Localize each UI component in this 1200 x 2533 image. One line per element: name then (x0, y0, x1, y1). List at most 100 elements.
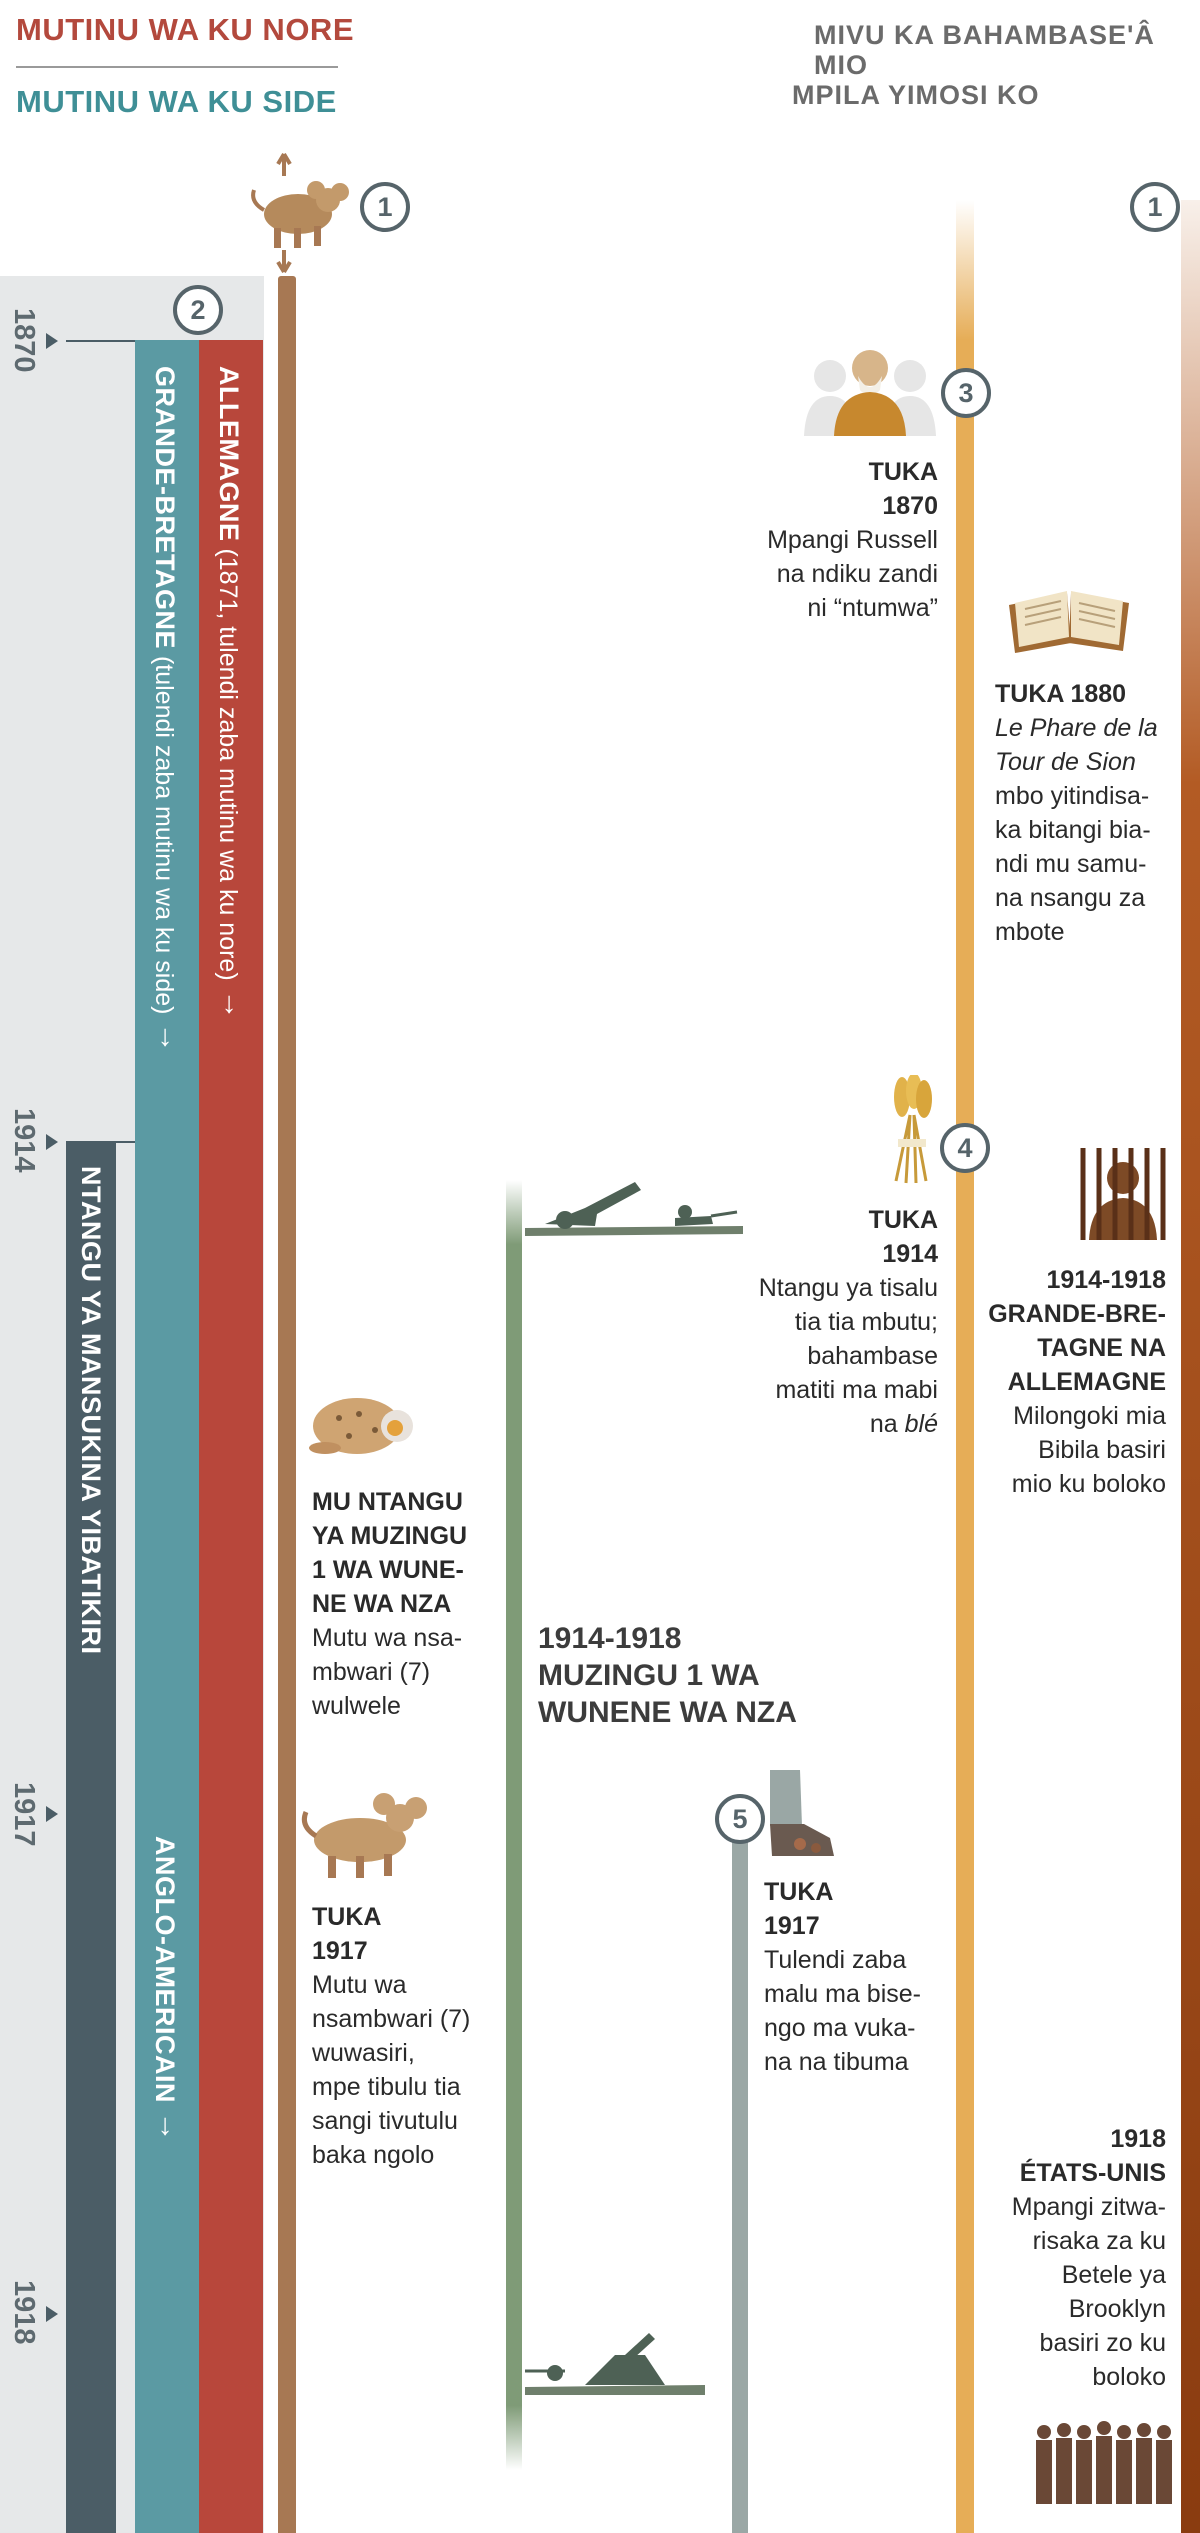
grande-bretagne-name: GRANDE-BRETAGNE (150, 366, 180, 649)
soldiers-top-icon (525, 1182, 743, 1236)
watchtower-body-4: na nsangu za (995, 884, 1146, 912)
harvest-body-4: matiti ma mabi (775, 1376, 938, 1404)
prisoner-bars-icon (1080, 1148, 1166, 1240)
war-line-2: MUZINGU 1 WA (538, 1659, 760, 1692)
feet-event: TUKA 1917 Tulendi zaba malu ma bise- ngo… (764, 1875, 921, 2079)
marker-4: 4 (940, 1123, 990, 1173)
wounded-heading-2: YA MUZINGU (312, 1522, 468, 1550)
prison-event: 1914-1918 GRANDE-BRE- TAGNE NA ALLEMAGNE… (960, 1263, 1166, 1501)
healed-body-2: nsambwari (7) (312, 2005, 471, 2033)
allemagne-desc: (1871, tulendi zaba mutinu wa ku nore) (214, 548, 242, 981)
year-1918-label: 1918 (8, 2280, 40, 2345)
iron-clay-feet-icon (770, 1770, 834, 1856)
prison-heading-2: GRANDE-BRE- (988, 1300, 1166, 1328)
wounded-body-3: wulwele (312, 1692, 401, 1720)
anointed-bar (956, 200, 974, 2533)
usa-body-1: Mpangi zitwa- (1011, 2193, 1166, 2221)
harvest-heading-2: 1914 (882, 1240, 938, 1268)
watchtower-heading: TUKA 1880 (995, 680, 1127, 708)
wounded-heading-3: 1 WA WUNE- (312, 1556, 464, 1584)
harvest-body-3: bahambase (807, 1342, 938, 1370)
king-north-title: MUTINU WA KU NORE (16, 12, 354, 47)
prison-heading-3: TAGNE NA (1037, 1334, 1166, 1362)
anointed-title-line2: MPILA YIMOSI KO (792, 80, 1040, 110)
last-days-label: NTANGU YA MANSUKINA YIBATIKIRI (75, 1166, 106, 1655)
year-1917-marker (46, 1806, 58, 1822)
world-war-heading: 1914-1918 MUZINGU 1 WA WUNENE WA NZA (538, 1620, 797, 1731)
russell-body-3: ni “ntumwa” (807, 594, 938, 622)
prison-body-1: Milongoki mia (1013, 1402, 1166, 1430)
anointed-title-line1: MIVU KA BAHAMBASE'Â MIO (814, 20, 1155, 80)
usa-heading-1: 1918 (1110, 2125, 1166, 2153)
watchtower-event: TUKA 1880 Le Phare de la Tour de Sion mb… (995, 677, 1158, 949)
last-days-name: NTANGU YA MANSUKINA YIBATIKIRI (76, 1166, 106, 1655)
prison-heading-4: ALLEMAGNE (1007, 1368, 1166, 1396)
wounded-body-1: Mutu wa nsa- (312, 1624, 463, 1652)
healed-body-1: Mutu wa (312, 1971, 407, 1999)
harvest-body-5b: blé (904, 1410, 938, 1438)
year-1870-label: 1870 (8, 308, 40, 373)
watchtower-body-3: ndi mu samu- (995, 850, 1147, 878)
seven-headed-beast-icon (251, 152, 349, 274)
feet-body-1: Tulendi zaba (764, 1946, 907, 1974)
grande-bretagne-label: GRANDE-BRETAGNE (tulendi zaba mutinu wa … (148, 366, 182, 1053)
wheat-sheaf-icon (894, 1075, 932, 1184)
soldiers-bottom-icon (525, 2333, 705, 2395)
prison-body-3: mio ku boloko (1011, 1470, 1166, 1498)
feet-body-4: na na tibuma (764, 2048, 909, 2076)
title-divider (16, 66, 338, 68)
allemagne-bar (199, 340, 263, 2533)
russell-event: TUKA 1870 Mpangi Russell na ndiku zandi … (700, 455, 938, 625)
watchtower-body-5: mbote (995, 918, 1065, 946)
russell-heading-2: 1870 (882, 492, 938, 520)
allemagne-label: ALLEMAGNE (1871, tulendi zaba mutinu wa … (212, 366, 246, 1019)
anglo-american-arrow-icon: ↓ (157, 2108, 173, 2142)
feet-body-3: ngo ma vuka- (764, 2014, 916, 2042)
year-1870-marker (46, 333, 58, 349)
year-1918-marker (46, 2306, 58, 2322)
russell-body-2: na ndiku zandi (776, 560, 938, 588)
harvest-body-5: na blé (700, 1407, 938, 1441)
king-south-title: MUTINU WA KU SIDE (16, 84, 337, 119)
allemagne-name: ALLEMAGNE (214, 366, 244, 542)
grande-bretagne-arrow-icon: ↓ (157, 1019, 173, 1053)
feet-heading-2: 1917 (764, 1912, 820, 1940)
year-1914-marker (46, 1134, 58, 1150)
usa-body-5: basiri zo ku (1039, 2329, 1166, 2357)
wounded-heading-4: NE WA NZA (312, 1590, 452, 1618)
feet-bar (732, 1842, 748, 2533)
marker-5: 5 (715, 1794, 765, 1844)
healed-body-5: sangi tivutulu (312, 2107, 458, 2135)
feet-body-2: malu ma bise- (764, 1980, 921, 2008)
grande-bretagne-desc: (tulendi zaba mutinu wa ku side) (150, 655, 178, 1015)
russell-portrait-icon (804, 350, 936, 436)
anglo-american-name: ANGLO-AMERICAIN (150, 1836, 180, 2103)
healed-heading-2: 1917 (312, 1937, 368, 1965)
usa-heading-2: ÉTATS-UNIS (1019, 2159, 1166, 2187)
war-bar (506, 1180, 522, 2470)
healed-body-4: mpe tibulu tia (312, 2073, 461, 2101)
last-days-bar (66, 1141, 116, 2533)
harvest-heading-1: TUKA (868, 1206, 938, 1234)
marker-3: 3 (941, 368, 991, 418)
marker-2: 2 (173, 285, 223, 335)
open-book-icon (1009, 591, 1129, 653)
anglo-american-label: ANGLO-AMERICAIN ↓ (148, 1836, 182, 2141)
watchtower-body-2: ka bitangi bia- (995, 816, 1151, 844)
marker-1-right: 1 (1130, 182, 1180, 232)
healed-beast-event: TUKA 1917 Mutu wa nsambwari (7) wuwasiri… (312, 1900, 470, 2172)
healed-heading-1: TUKA (312, 1903, 382, 1931)
usa-body-2: risaka za ku (1032, 2227, 1166, 2255)
year-1914-label: 1914 (8, 1108, 40, 1173)
wounded-beast-event: MU NTANGU YA MUZINGU 1 WA WUNE- NE WA NZ… (312, 1485, 467, 1723)
beast-bar (278, 276, 296, 2533)
healed-body-3: wuwasiri, (312, 2039, 415, 2067)
prison-heading-1: 1914-1918 (1046, 1266, 1166, 1294)
war-line-3: WUNENE WA NZA (538, 1696, 797, 1729)
feet-heading-1: TUKA (764, 1878, 834, 1906)
harvest-body-1: Ntangu ya tisalu (758, 1274, 938, 1302)
marker-1-left: 1 (360, 182, 410, 232)
usa-event: 1918 ÉTATS-UNIS Mpangi zitwa- risaka za … (960, 2122, 1166, 2394)
russell-body-1: Mpangi Russell (767, 526, 938, 554)
grande-bretagne-bar (135, 340, 199, 2533)
